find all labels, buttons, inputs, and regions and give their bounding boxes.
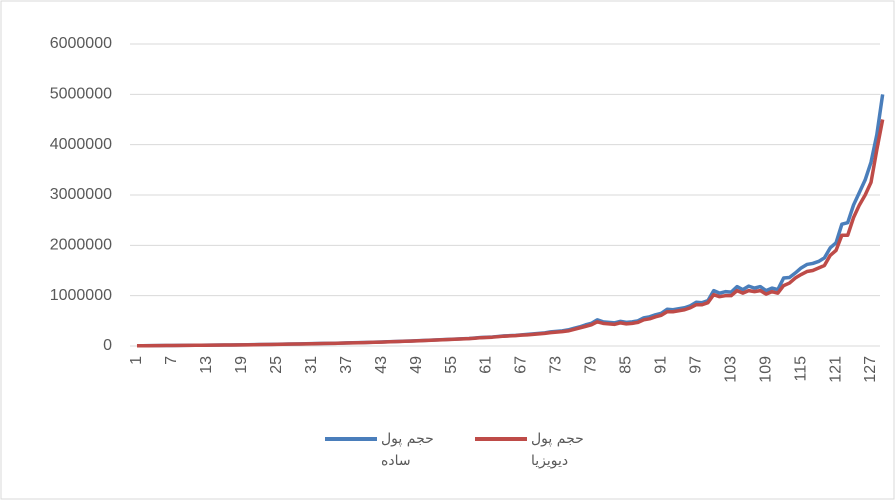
chart-container: 0 1000000 2000000 3000000 4000000 5000000 6000…	[0, 0, 896, 501]
y-tick-label: 6000000	[50, 35, 112, 52]
x-tick-label: 73	[548, 356, 565, 374]
x-tick-label: 85	[618, 356, 635, 374]
x-tick-label: 37	[338, 356, 355, 374]
y-tick-label: 3000000	[50, 186, 112, 203]
legend-item: حجم پول ساده	[325, 428, 451, 472]
x-tick-label: 1	[128, 356, 145, 365]
x-tick-label: 109	[757, 356, 774, 383]
x-tick-label: 13	[198, 356, 215, 374]
y-tick-label: 1000000	[50, 287, 112, 304]
legend-swatch	[325, 437, 377, 441]
y-tick-label: 5000000	[50, 86, 112, 103]
legend-swatch	[475, 437, 527, 441]
x-tick-label: 127	[862, 356, 879, 383]
legend-label: حجم پول دیویزیا	[531, 428, 601, 472]
x-tick-label: 25	[268, 356, 285, 374]
x-tick-label: 19	[233, 356, 250, 374]
chart-border	[1, 1, 894, 499]
legend-item: حجم پول دیویزیا	[475, 428, 601, 472]
legend-label: حجم پول ساده	[381, 428, 451, 472]
x-tick-label: 61	[478, 356, 495, 374]
x-tick-label: 97	[687, 356, 704, 374]
chart: 0 1000000 2000000 3000000 4000000 5000000 6000…	[0, 0, 896, 501]
x-tick-label: 31	[303, 356, 320, 374]
x-tick-label: 67	[513, 356, 530, 374]
x-tick-label: 103	[722, 356, 739, 383]
y-tick-label: 0	[103, 337, 112, 354]
x-tick-label: 115	[792, 356, 809, 382]
x-tick-label: 55	[443, 356, 460, 374]
x-tick-label: 91	[653, 356, 670, 374]
x-tick-label: 79	[583, 356, 600, 374]
x-tick-label: 7	[163, 356, 180, 365]
x-tick-label: 49	[408, 356, 425, 374]
y-tick-label: 2000000	[50, 237, 112, 254]
x-tick-label: 121	[827, 356, 844, 383]
x-tick-label: 43	[373, 356, 390, 374]
y-tick-label: 4000000	[50, 136, 112, 153]
